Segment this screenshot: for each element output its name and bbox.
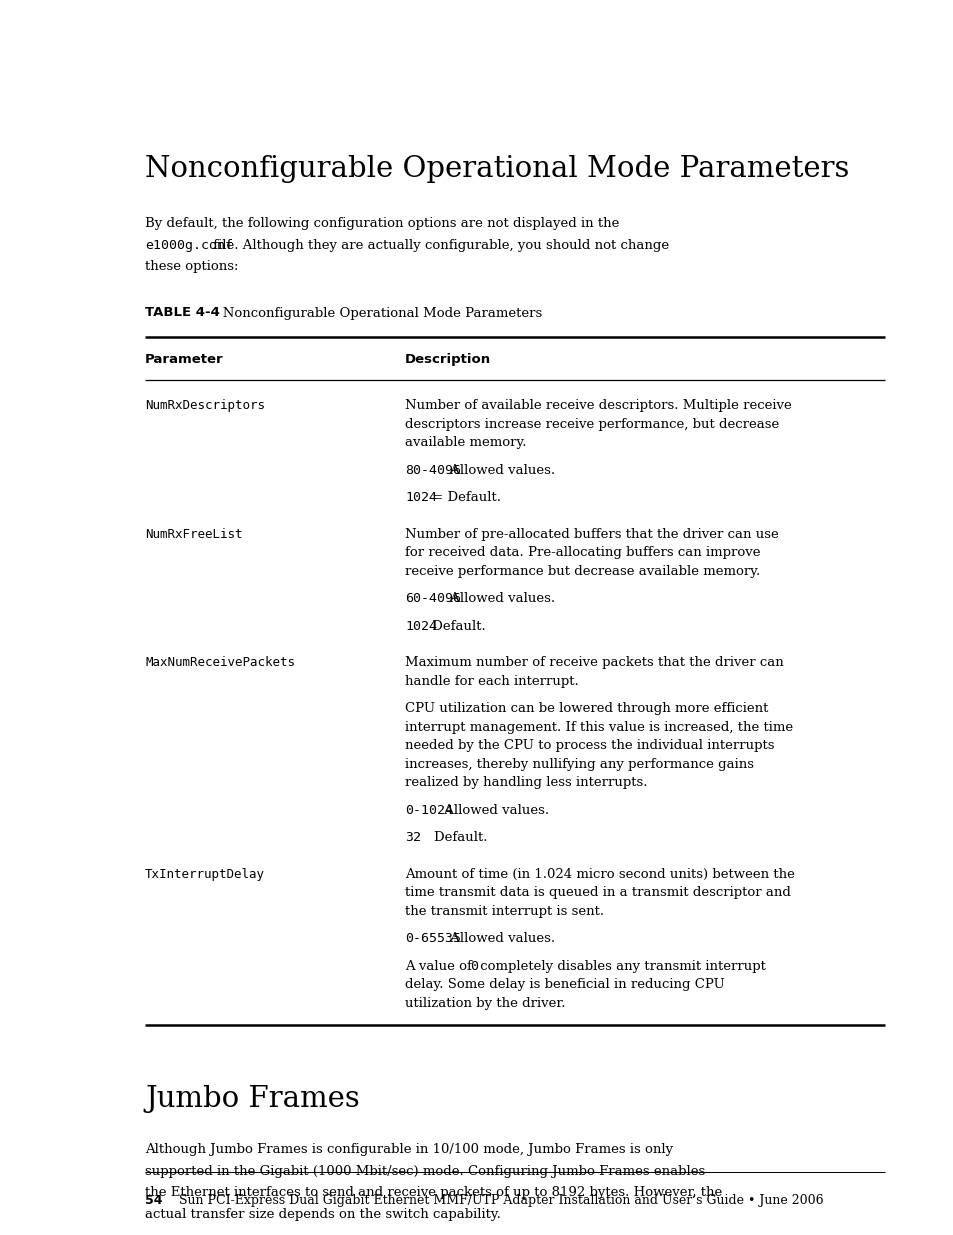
Text: Nonconfigurable Operational Mode Parameters: Nonconfigurable Operational Mode Paramet… [210,306,541,320]
Text: CPU utilization can be lowered through more efficient: CPU utilization can be lowered through m… [405,703,767,715]
Text: Allowed values.: Allowed values. [439,804,548,818]
Text: 60-4096: 60-4096 [405,593,460,605]
Text: A value of: A value of [405,960,476,973]
Text: completely disables any transmit interrupt: completely disables any transmit interru… [476,960,765,973]
Text: 0-65535: 0-65535 [405,932,460,946]
Text: actual transfer size depends on the switch capability.: actual transfer size depends on the swit… [145,1208,500,1221]
Text: Jumbo Frames: Jumbo Frames [145,1086,359,1114]
Text: Description: Description [405,353,491,367]
Text: e1000g.conf: e1000g.conf [145,238,233,252]
Text: Allowed values.: Allowed values. [445,593,554,605]
Text: Sun PCI-Express Dual Gigabit Ethernet MMF/UTP Adapter Installation and User’s Gu: Sun PCI-Express Dual Gigabit Ethernet MM… [167,1194,822,1207]
Text: Number of pre-allocated buffers that the driver can use: Number of pre-allocated buffers that the… [405,529,778,541]
Text: Nonconfigurable Operational Mode Parameters: Nonconfigurable Operational Mode Paramet… [145,156,848,183]
Text: 54: 54 [145,1194,162,1207]
Text: = Default.: = Default. [428,492,500,505]
Text: utilization by the driver.: utilization by the driver. [405,997,565,1010]
Text: Parameter: Parameter [145,353,223,367]
Text: MaxNumReceivePackets: MaxNumReceivePackets [145,657,294,669]
Text: Number of available receive descriptors. Multiple receive: Number of available receive descriptors.… [405,399,791,412]
Text: receive performance but decrease available memory.: receive performance but decrease availab… [405,564,760,578]
Text: realized by handling less interrupts.: realized by handling less interrupts. [405,777,647,789]
Text: 1024: 1024 [405,492,436,505]
Text: Maximum number of receive packets that the driver can: Maximum number of receive packets that t… [405,657,783,669]
Text: these options:: these options: [145,261,238,273]
Text: TxInterruptDelay: TxInterruptDelay [145,868,265,881]
Text: 0: 0 [470,960,478,973]
Text: handle for each interrupt.: handle for each interrupt. [405,676,578,688]
Text: Allowed values.: Allowed values. [445,464,554,477]
Text: Default.: Default. [428,620,485,634]
Text: for received data. Pre-allocating buffers can improve: for received data. Pre-allocating buffer… [405,547,760,559]
Text: TABLE 4-4: TABLE 4-4 [145,306,219,320]
Text: descriptors increase receive performance, but decrease: descriptors increase receive performance… [405,417,779,431]
Text: time transmit data is queued in a transmit descriptor and: time transmit data is queued in a transm… [405,887,790,899]
Text: Allowed values.: Allowed values. [445,932,554,946]
Text: delay. Some delay is beneficial in reducing CPU: delay. Some delay is beneficial in reduc… [405,978,724,992]
Text: Although Jumbo Frames is configurable in 10/100 mode, Jumbo Frames is only: Although Jumbo Frames is configurable in… [145,1144,673,1156]
Text: Amount of time (in 1.024 micro second units) between the: Amount of time (in 1.024 micro second un… [405,868,794,881]
Text: Default.: Default. [416,831,487,845]
Text: 32: 32 [405,831,420,845]
Text: 80-4096: 80-4096 [405,464,460,477]
Text: needed by the CPU to process the individual interrupts: needed by the CPU to process the individ… [405,740,774,752]
Text: NumRxFreeList: NumRxFreeList [145,529,242,541]
Text: supported in the Gigabit (1000 Mbit/sec) mode. Configuring Jumbo Frames enables: supported in the Gigabit (1000 Mbit/sec)… [145,1165,704,1178]
Text: increases, thereby nullifying any performance gains: increases, thereby nullifying any perfor… [405,758,753,771]
Text: By default, the following configuration options are not displayed in the: By default, the following configuration … [145,217,618,230]
Text: file. Although they are actually configurable, you should not change: file. Although they are actually configu… [209,238,668,252]
Text: 0-1024: 0-1024 [405,804,453,818]
Text: 1024: 1024 [405,620,436,634]
Text: available memory.: available memory. [405,436,526,450]
Text: NumRxDescriptors: NumRxDescriptors [145,399,265,412]
Text: interrupt management. If this value is increased, the time: interrupt management. If this value is i… [405,721,792,734]
Text: the Ethernet interfaces to send and receive packets of up to 8192 bytes. However: the Ethernet interfaces to send and rece… [145,1187,721,1199]
Text: the transmit interrupt is sent.: the transmit interrupt is sent. [405,905,603,918]
